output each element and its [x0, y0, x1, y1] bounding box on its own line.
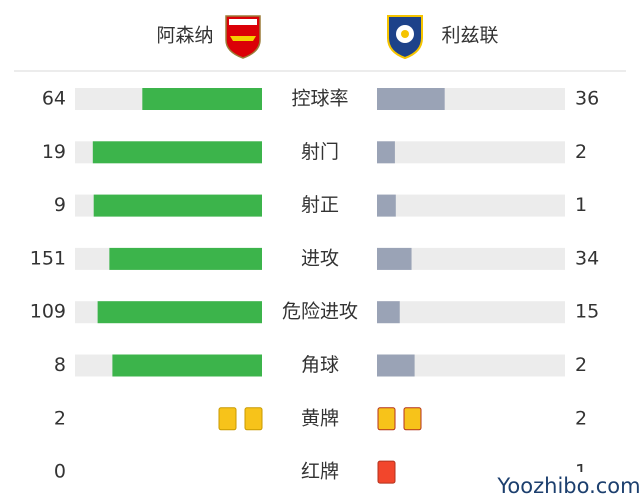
away-track	[377, 301, 565, 324]
away-bar	[377, 354, 415, 377]
home-value: 151	[30, 247, 66, 269]
away-value: 1	[575, 194, 587, 216]
watermark-box: Yoozhibo.com	[496, 472, 640, 500]
away-bar	[377, 247, 412, 270]
stat-label: 危险进攻	[282, 301, 358, 323]
home-bar	[97, 301, 262, 324]
home-bar	[112, 354, 263, 377]
away-value: 36	[575, 88, 599, 110]
away-badge	[387, 15, 423, 60]
stat-label: 进攻	[301, 247, 339, 269]
away-value: 2	[575, 141, 587, 163]
away-team: 利兹联	[441, 25, 498, 47]
away-card	[403, 407, 422, 431]
home-bar	[142, 88, 262, 110]
away-bar	[377, 88, 445, 110]
stat-label: 红牌	[301, 461, 339, 483]
away-track	[377, 247, 565, 270]
stat-label: 角球	[301, 354, 339, 376]
away-value: 2	[575, 407, 587, 429]
home-card	[244, 407, 263, 431]
home-value: 0	[54, 461, 66, 483]
away-value: 34	[575, 247, 599, 269]
away-bar	[377, 194, 396, 217]
home-value: 109	[30, 301, 66, 323]
home-bar	[92, 141, 262, 164]
stat-label: 黄牌	[301, 407, 339, 429]
away-track	[377, 194, 565, 217]
home-value: 2	[54, 407, 66, 429]
stat-label: 控球率	[291, 88, 348, 110]
home-team: 阿森纳	[156, 25, 213, 47]
home-value: 9	[54, 194, 66, 216]
home-card	[218, 407, 237, 431]
away-value: 15	[575, 301, 599, 323]
home-value: 19	[42, 141, 66, 163]
home-bar	[93, 194, 262, 217]
home-badge	[225, 15, 261, 59]
away-bar	[377, 301, 400, 324]
away-track	[377, 354, 565, 377]
away-bar	[377, 141, 395, 164]
away-value: 2	[575, 354, 587, 376]
stat-label: 射门	[301, 141, 339, 163]
home-value: 64	[42, 88, 66, 110]
stat-label: 射正	[301, 194, 339, 216]
away-track	[377, 141, 565, 164]
home-bar	[109, 247, 262, 270]
home-value: 8	[54, 354, 66, 376]
away-card	[377, 407, 396, 431]
away-card	[377, 460, 396, 484]
watermark: Yoozhibo.com	[496, 474, 640, 498]
